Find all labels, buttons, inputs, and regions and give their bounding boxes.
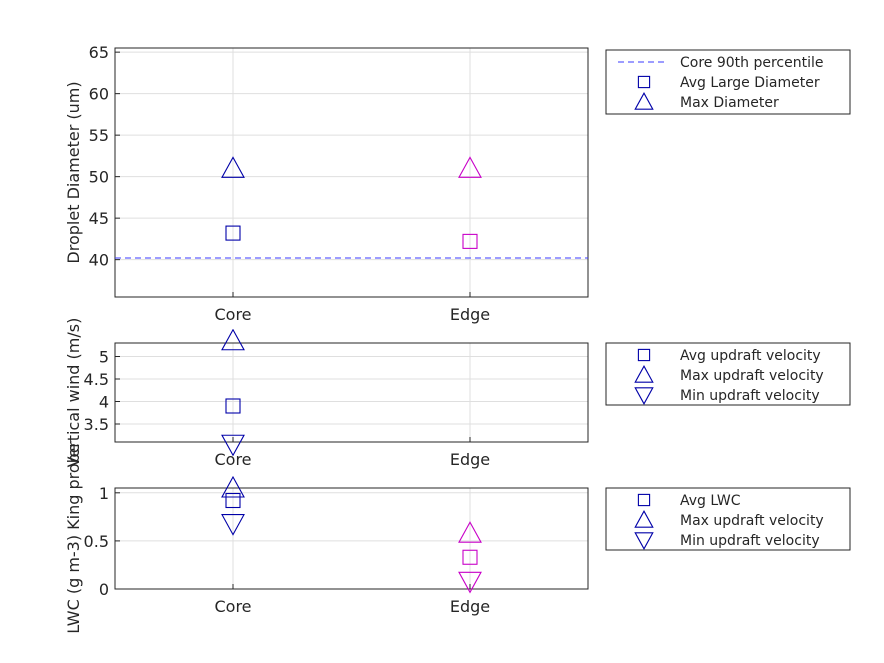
legend-label: Max updraft velocity xyxy=(680,513,824,529)
y-tick-label: 0 xyxy=(99,580,109,599)
y-tick-label: 3.5 xyxy=(84,415,109,434)
y-tick-label: 5 xyxy=(99,348,109,367)
data-point-triangle-down xyxy=(221,434,245,456)
legend-2: Avg updraft velocity Max updraft velocity… xyxy=(605,342,851,406)
legend-swatch-triangle-up xyxy=(634,510,654,528)
legend-label: Avg updraft velocity xyxy=(680,348,821,364)
plot-area xyxy=(115,48,588,297)
legend-label: Max updraft velocity xyxy=(680,368,824,384)
data-point-triangle-down xyxy=(221,514,245,536)
legend-swatch-square xyxy=(637,75,651,89)
axes-box xyxy=(114,342,589,443)
y-tick-label: 65 xyxy=(89,43,109,62)
data-point-triangle-up xyxy=(458,521,482,543)
legend-1: Core 90th percentile Avg Large Diameter Ma… xyxy=(605,49,851,115)
data-point-triangle-up xyxy=(221,475,245,498)
legend-swatch-square xyxy=(637,493,651,507)
data-layer xyxy=(221,329,245,456)
legend-box xyxy=(605,487,851,551)
y-axis-label: Droplet Diameter (um) xyxy=(64,81,83,263)
y-axis-label: LWC (g m-3) King probe xyxy=(64,443,83,633)
legend-box xyxy=(605,49,851,115)
y-tick-label: 0.5 xyxy=(84,532,109,551)
legend-label: Core 90th percentile xyxy=(680,55,824,71)
plot-area xyxy=(115,343,588,442)
y-tick-label: 55 xyxy=(89,126,109,145)
legend-label: Avg LWC xyxy=(680,493,741,509)
y-tick-label: 4 xyxy=(99,393,109,412)
legend-label: Avg Large Diameter xyxy=(680,75,820,91)
legend-label: Min updraft velocity xyxy=(680,388,820,404)
data-point-square xyxy=(225,225,241,241)
data-point-triangle-down xyxy=(458,571,482,594)
y-tick-label: 50 xyxy=(89,168,109,187)
y-tick-label: 4.5 xyxy=(84,370,109,389)
axes-box xyxy=(114,47,589,298)
y-tick-label: 45 xyxy=(89,209,109,228)
legend-label: Min updraft velocity xyxy=(680,533,820,549)
x-tick-label: Edge xyxy=(450,597,490,616)
axes-box xyxy=(114,487,589,590)
data-point-square xyxy=(462,233,478,249)
y-tick-label: 60 xyxy=(89,85,109,104)
data-point-triangle-up xyxy=(458,156,482,178)
x-tick-label: Core xyxy=(214,597,251,616)
plot-area xyxy=(115,488,588,589)
x-tick-label: Core xyxy=(214,450,251,469)
y-axis-label: Vertical wind (m/s) xyxy=(64,318,83,468)
legend-swatch-triangle-up xyxy=(634,365,654,383)
data-point-square xyxy=(225,398,241,414)
data-point-square xyxy=(225,492,241,509)
data-point-triangle-up xyxy=(221,156,245,178)
subplot-3: 0 0.5 1 Core Edge LWC (g m-3) King probe xyxy=(64,443,589,634)
legend-box xyxy=(605,342,851,406)
y-tick-label: 1 xyxy=(99,484,109,503)
x-tick-label: Core xyxy=(214,305,251,324)
subplot-1: 40 45 50 55 60 65 Core Edge Droplet Diameter (um… xyxy=(64,43,589,324)
x-tick-label: Edge xyxy=(450,450,490,469)
y-tick-label: 40 xyxy=(89,251,109,270)
legend-swatch-triangle-down xyxy=(634,387,654,405)
legend-swatch-triangle-down xyxy=(634,532,654,550)
legend-swatch-square xyxy=(637,348,651,362)
data-layer xyxy=(221,475,482,594)
x-tick-label: Edge xyxy=(450,305,490,324)
data-layer xyxy=(115,156,588,259)
legend-swatch-triangle-up xyxy=(634,92,654,110)
legend-label: Max Diameter xyxy=(680,95,779,111)
legend-3: Avg LWC Max updraft velocity Min updraft v… xyxy=(605,487,851,551)
data-point-square xyxy=(462,549,478,565)
data-point-triangle-up xyxy=(221,329,245,351)
subplot-2: 3.5 4 4.5 5 Core Edge Vertical wind (m/s) xyxy=(64,318,589,469)
